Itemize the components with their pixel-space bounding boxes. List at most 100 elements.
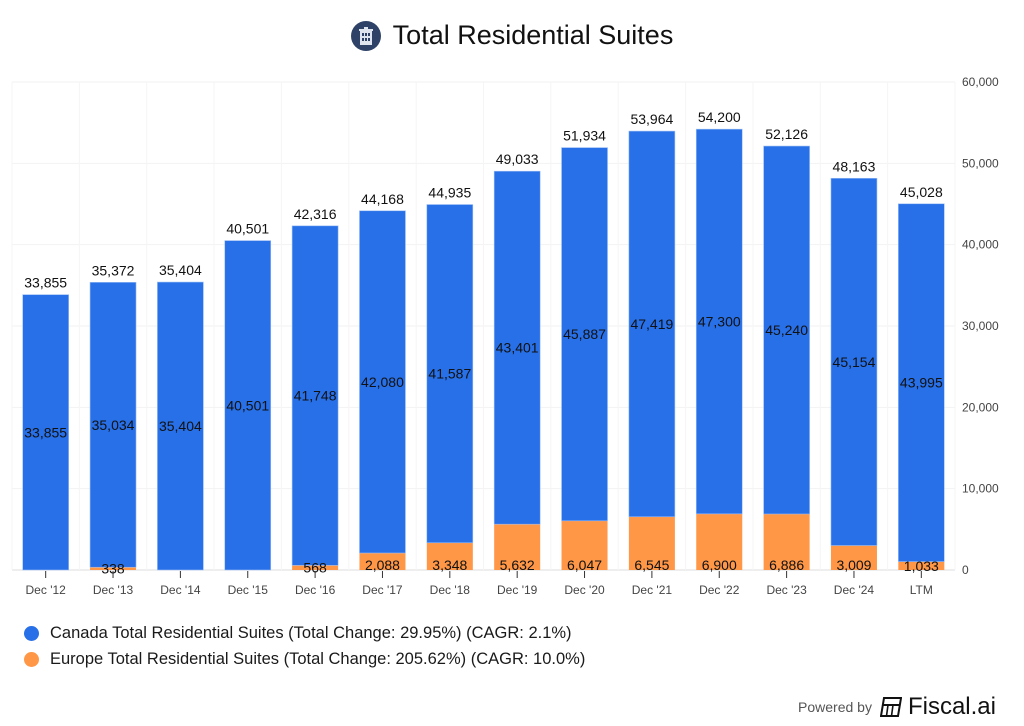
bar-segment-canada	[291, 225, 339, 566]
bar-segment-europe	[494, 524, 541, 570]
x-tick-label: Dec '16	[295, 583, 336, 597]
legend-label-canada: Canada Total Residential Suites (Total C…	[50, 623, 572, 642]
x-tick-label: LTM	[910, 583, 933, 597]
europe-data-label: 1,033	[904, 558, 939, 574]
canada-data-label: 47,419	[630, 316, 673, 332]
total-data-label: 51,934	[563, 128, 606, 144]
fiscal-logo-icon	[879, 697, 902, 717]
bar-segment-europe	[898, 561, 945, 570]
legend-label-europe: Europe Total Residential Suites (Total C…	[50, 649, 586, 668]
total-data-label: 54,200	[698, 109, 741, 125]
legend-marker-europe	[24, 651, 39, 667]
total-data-label: 35,372	[92, 262, 135, 278]
bar-segment-europe	[359, 553, 406, 570]
chart-title-bar: Total Residential Suites	[0, 20, 1024, 51]
bar-segment-canada	[493, 170, 541, 525]
y-tick-label: 10,000	[962, 482, 999, 496]
bar-segment-canada	[224, 240, 272, 571]
total-data-label: 53,964	[630, 111, 673, 127]
total-data-label: 40,501	[226, 221, 269, 237]
x-tick-label: Dec '18	[430, 583, 471, 597]
total-data-label: 48,163	[833, 158, 876, 174]
canada-data-label: 40,501	[226, 397, 269, 413]
canada-data-label: 45,240	[765, 322, 808, 338]
bar-segment-canada	[898, 203, 945, 562]
legend-marker-canada	[24, 625, 39, 641]
powered-by-text: Powered by	[798, 699, 872, 715]
y-tick-label: 60,000	[962, 75, 999, 89]
bar-segment-europe	[426, 542, 473, 570]
x-tick-label: Dec '15	[228, 583, 269, 597]
bar-segment-canada	[157, 281, 204, 571]
total-data-label: 42,316	[294, 206, 337, 222]
bar-segment-canada	[695, 128, 743, 515]
x-tick-label: Dec '22	[699, 583, 740, 597]
total-data-label: 35,404	[159, 262, 202, 278]
y-tick-label: 0	[962, 563, 969, 577]
bar-segment-europe	[292, 565, 339, 570]
chart-legend: Canada Total Residential Suites (Total C…	[24, 620, 585, 672]
bar-segment-canada	[22, 294, 69, 571]
x-tick-label: Dec '14	[160, 583, 201, 597]
europe-data-label: 6,047	[567, 557, 602, 573]
europe-data-label: 568	[303, 560, 327, 576]
x-tick-label: Dec '19	[497, 583, 538, 597]
building-icon	[350, 20, 381, 51]
x-tick-label: Dec '13	[93, 583, 134, 597]
bar-segment-canada	[830, 177, 878, 546]
canada-data-label: 41,587	[428, 366, 471, 382]
total-data-label: 52,126	[765, 126, 808, 142]
bar-segment-canada	[561, 147, 608, 522]
total-data-label: 49,033	[496, 151, 539, 167]
canada-data-label: 35,404	[159, 418, 202, 434]
x-tick-label: Dec '24	[834, 583, 875, 597]
canada-data-label: 35,034	[92, 417, 135, 433]
footer: Powered by Fiscal.ai	[798, 693, 996, 721]
x-tick-label: Dec '17	[362, 583, 403, 597]
y-tick-label: 30,000	[962, 319, 999, 333]
x-tick-label: Dec '23	[766, 583, 807, 597]
bar-segment-europe	[696, 513, 743, 570]
y-tick-label: 20,000	[962, 400, 999, 414]
bar-segment-europe	[763, 513, 810, 570]
chart-title: Total Residential Suites	[392, 20, 674, 50]
bar-segment-canada	[359, 210, 406, 554]
legend-item-europe[interactable]: Europe Total Residential Suites (Total C…	[24, 646, 585, 672]
europe-data-label: 5,632	[500, 557, 535, 573]
canada-data-label: 33,855	[24, 424, 67, 440]
bar-segment-canada	[628, 130, 676, 518]
canada-data-label: 43,401	[496, 340, 539, 356]
bar-segment-canada	[89, 282, 137, 568]
chart-plot: 0 10,000 20,000 30,000 40,000 50,000 60,000 Dec…	[11, 75, 999, 597]
bar-segment-europe	[90, 567, 137, 570]
bar-segment-europe	[830, 545, 877, 570]
canada-data-label: 42,080	[361, 374, 404, 390]
x-tick-label: Dec '12	[26, 583, 67, 597]
canada-data-label: 43,995	[900, 375, 943, 391]
bar-segment-canada	[426, 204, 474, 544]
europe-data-label: 6,545	[634, 557, 669, 573]
canada-data-label: 41,748	[294, 388, 337, 404]
europe-data-label: 3,009	[836, 557, 871, 573]
europe-data-label: 6,886	[769, 557, 804, 573]
total-data-label: 44,935	[428, 185, 471, 201]
x-tick-label: Dec '21	[632, 583, 673, 597]
europe-data-label: 338	[101, 561, 125, 577]
brand-name: Fiscal.ai	[907, 693, 996, 720]
bar-segment-europe	[561, 520, 608, 570]
total-data-label: 33,855	[24, 275, 67, 291]
y-tick-label: 50,000	[962, 156, 999, 170]
x-tick-label: Dec '20	[564, 583, 605, 597]
brand-logo[interactable]: Fiscal.ai	[879, 693, 996, 721]
canada-data-label: 45,887	[563, 326, 606, 342]
bar-segment-canada	[763, 145, 810, 515]
canada-data-label: 45,154	[833, 354, 876, 370]
europe-data-label: 3,348	[432, 557, 467, 573]
europe-data-label: 2,088	[365, 557, 400, 573]
canada-data-label: 47,300	[698, 314, 741, 330]
y-tick-label: 40,000	[962, 238, 999, 252]
total-data-label: 44,168	[361, 191, 404, 207]
bar-segment-europe	[628, 516, 675, 570]
legend-item-canada[interactable]: Canada Total Residential Suites (Total C…	[24, 620, 585, 646]
total-data-label: 45,028	[900, 184, 943, 200]
